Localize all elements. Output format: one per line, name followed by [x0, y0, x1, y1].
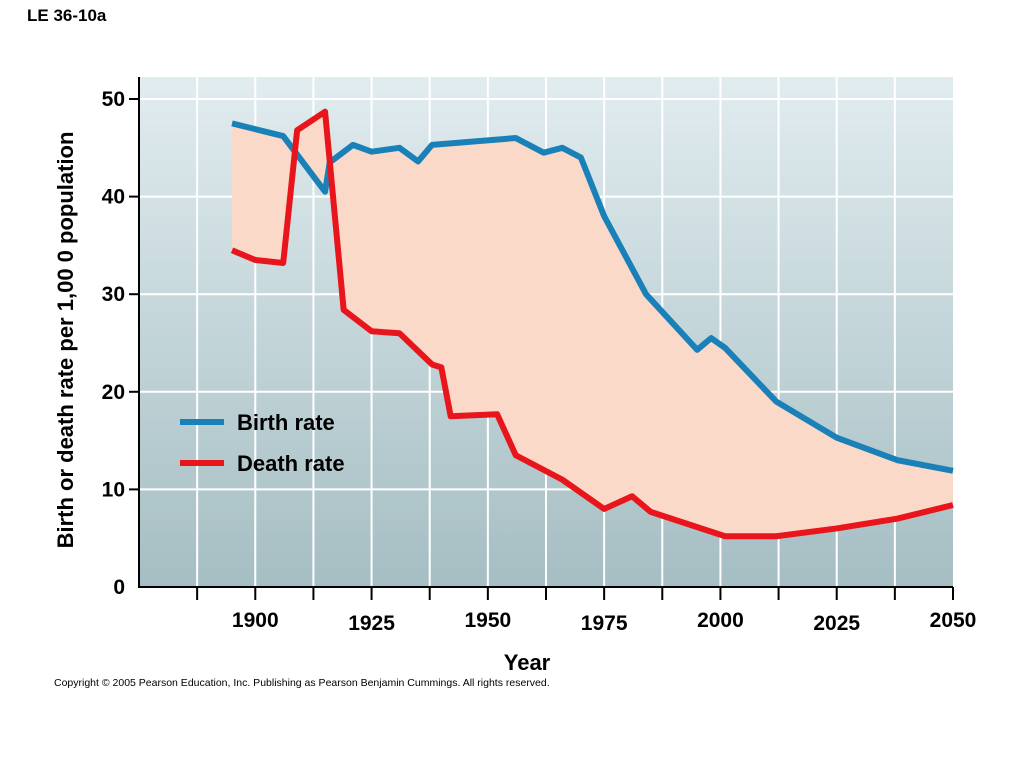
birth-death-rate-chart: 0 10 20 30 40 50 1900 1925 1950 1975 2000 2025 2050… — [53, 77, 976, 675]
death-rate-line — [230, 108, 954, 540]
x-axis-title: Year — [504, 650, 551, 675]
y-tick-labels: 0 10 20 30 40 50 — [102, 88, 125, 599]
x-tick-label: 1975 — [581, 612, 628, 635]
axes — [129, 77, 954, 600]
copyright-notice: Copyright © 2005 Pearson Education, Inc.… — [54, 677, 550, 689]
y-tick-label: 10 — [102, 478, 125, 501]
legend-label-birth-rate: Birth rate — [237, 410, 335, 435]
rate-gap-fill — [232, 111, 953, 537]
y-tick-label: 50 — [102, 88, 125, 111]
x-tick-label: 2000 — [697, 609, 744, 632]
y-tick-label: 20 — [102, 381, 125, 404]
x-tick-label: 2025 — [813, 612, 860, 635]
birth-rate-line — [231, 120, 954, 474]
y-axis-title: Birth or death rate per 1,00 0 populatio… — [53, 132, 78, 549]
figure-label: LE 36-10a — [27, 6, 107, 25]
x-tick-label: 1950 — [464, 609, 511, 632]
x-tick-label: 1925 — [348, 612, 395, 635]
legend: Birth rate Death rate — [180, 410, 345, 476]
y-tick-label: 40 — [102, 186, 125, 209]
y-tick-label: 30 — [102, 283, 125, 306]
x-tick-label: 1900 — [232, 609, 279, 632]
x-tick-labels: 1900 1925 1950 1975 2000 2025 2050 — [232, 609, 976, 635]
legend-label-death-rate: Death rate — [237, 451, 345, 476]
x-tick-label: 2050 — [930, 609, 977, 632]
series-lines — [230, 108, 954, 540]
y-tick-label: 0 — [113, 576, 125, 599]
